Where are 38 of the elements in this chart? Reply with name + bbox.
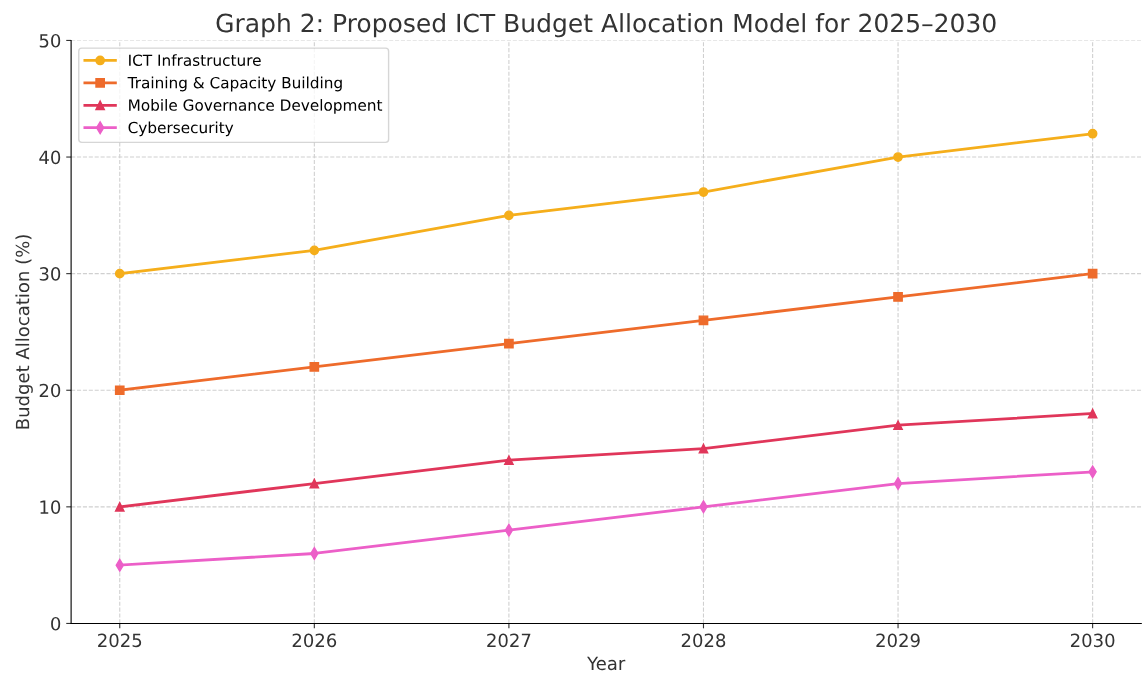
x-tick-label: 2026 [292, 633, 337, 648]
legend-label: Cybersecurity [128, 121, 234, 137]
point [309, 245, 320, 256]
point [504, 210, 514, 221]
point [1087, 268, 1098, 279]
y-tick-label: 0 [51, 616, 61, 631]
x-tick-label: 2027 [487, 633, 531, 648]
point [698, 443, 709, 454]
point [1087, 408, 1098, 419]
point [893, 152, 903, 162]
y-axis-title: Budget Allocation (%) [15, 235, 33, 429]
y-tick-label: 50 [39, 33, 61, 48]
point [114, 385, 125, 396]
point [504, 455, 514, 466]
y-tick-label: 20 [39, 383, 61, 398]
legend-label: ICT Infrastructure [129, 54, 261, 67]
point [893, 420, 903, 431]
point [1087, 128, 1098, 139]
x-tick-label: 2025 [98, 633, 142, 648]
x-tick-label: 2028 [681, 633, 726, 648]
point [893, 292, 903, 302]
point [504, 523, 514, 537]
y-tick-label: 10 [40, 500, 61, 514]
x-axis-title: Year [587, 656, 626, 671]
point [114, 501, 125, 512]
y-tick-label: 30 [39, 267, 61, 281]
point [309, 362, 320, 372]
point [114, 268, 125, 279]
point [698, 315, 709, 326]
x-tick-label: 2030 [1070, 633, 1115, 648]
x-tick-label: 2029 [876, 633, 920, 648]
point [504, 338, 514, 349]
chart-title: Graph 2: Proposed ICT Budget Allocation Model for 2025–2030 [216, 13, 996, 38]
legend-label: Mobile Governance Development [129, 99, 383, 114]
point [309, 478, 320, 489]
point [698, 187, 709, 197]
y-tick-label: 40 [39, 150, 61, 165]
legend-label: Training & Capacity Building [127, 76, 342, 92]
